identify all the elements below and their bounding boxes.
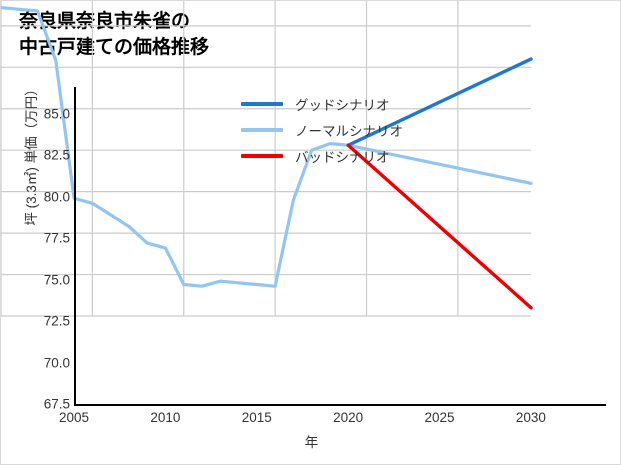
legend-item[interactable]: グッドシナリオ xyxy=(241,91,471,117)
y-tick-label: 77.5 xyxy=(43,230,70,246)
x-tick-label: 2020 xyxy=(333,410,364,425)
y-axis-tick-labels: 67.5 70.0 72.5 75.0 77.5 80.0 82.5 85.0 xyxy=(15,1,70,464)
y-tick-label: 67.5 xyxy=(43,396,70,412)
legend-label: ノーマルシナリオ xyxy=(295,124,403,139)
y-axis-line xyxy=(74,87,76,406)
x-tick-label: 2030 xyxy=(515,410,546,425)
y-axis-label: 坪 (3.3㎡) 単価（万円） xyxy=(24,82,39,226)
x-axis-line xyxy=(74,404,606,406)
legend-swatch-icon xyxy=(241,128,283,132)
legend-label: グッドシナリオ xyxy=(295,98,390,113)
legend-swatch-icon xyxy=(241,102,283,106)
legend-swatch-icon xyxy=(241,154,283,158)
legend-label: バッドシナリオ xyxy=(295,150,390,165)
series-line-bad xyxy=(346,143,533,310)
x-tick-label: 2025 xyxy=(424,410,455,425)
plot-canvas xyxy=(1,1,533,317)
x-tick-label: 2015 xyxy=(241,410,272,425)
x-tick-label: 2010 xyxy=(150,410,181,425)
y-tick-label: 75.0 xyxy=(43,272,70,288)
series-line-normal xyxy=(1,6,533,288)
chart-legend: グッドシナリオ ノーマルシナリオ バッドシナリオ xyxy=(241,91,471,169)
y-tick-label: 70.0 xyxy=(43,355,70,371)
x-tick-label: 2005 xyxy=(58,410,90,425)
series-line-good xyxy=(346,57,533,147)
y-tick-label: 82.5 xyxy=(43,147,70,163)
y-tick-label: 72.5 xyxy=(43,313,70,329)
legend-item[interactable]: ノーマルシナリオ xyxy=(241,117,471,143)
chart-title: 奈良県奈良市朱雀の 中古戸建ての価格推移 xyxy=(19,11,210,58)
x-axis-label: 年 xyxy=(304,435,319,450)
y-tick-label: 80.0 xyxy=(43,189,70,205)
legend-item[interactable]: バッドシナリオ xyxy=(241,143,471,169)
y-tick-label: 85.0 xyxy=(43,106,70,122)
